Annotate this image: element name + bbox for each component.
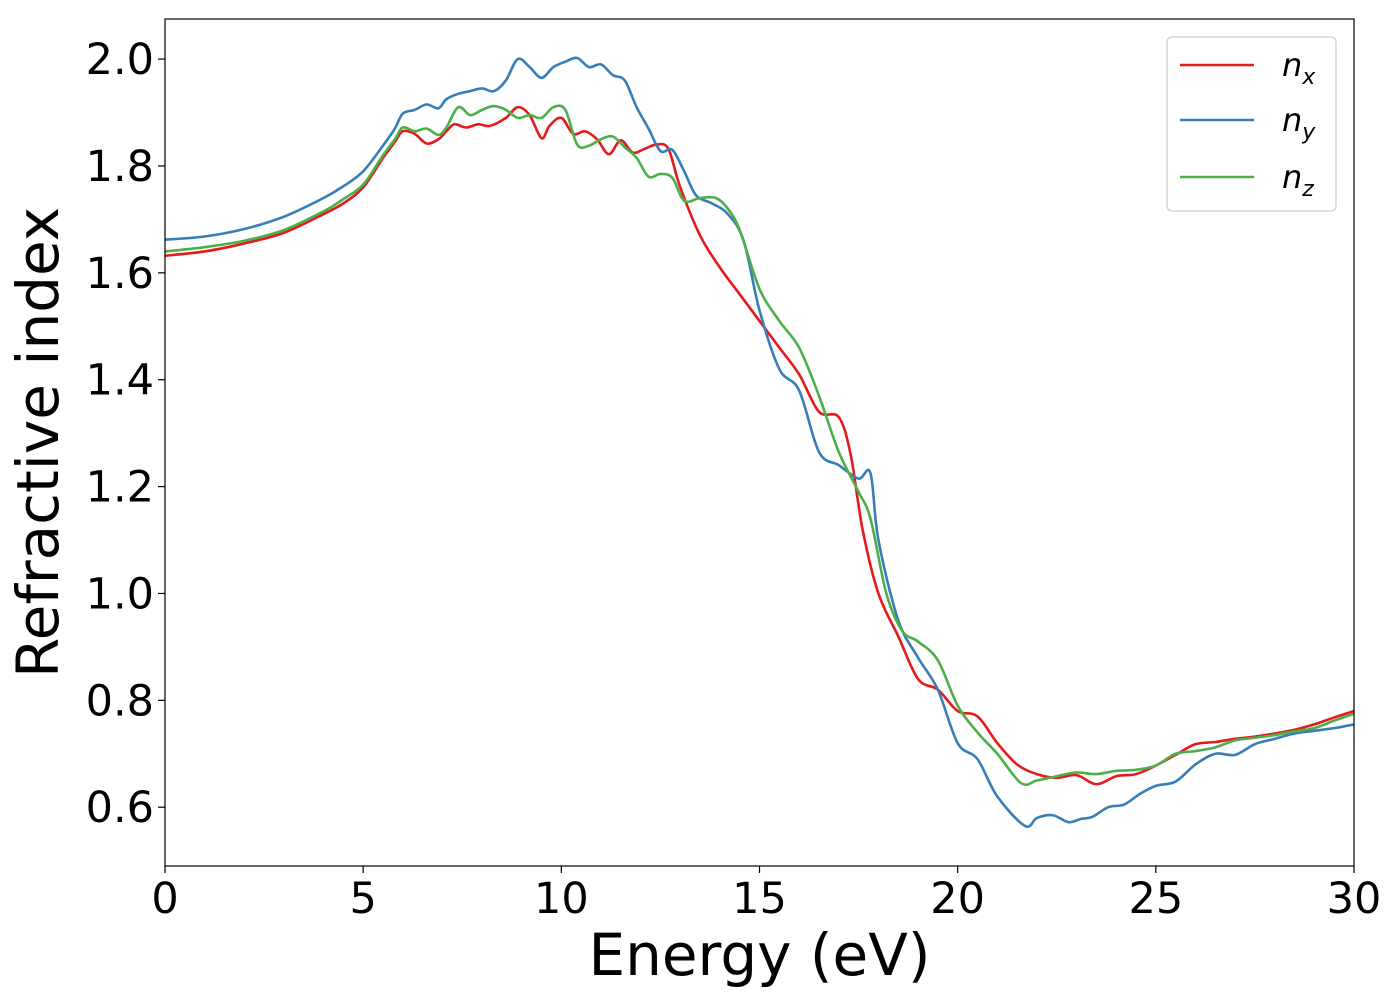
y-tick-label: 1.4: [86, 356, 154, 406]
x-tick-label: 15: [732, 874, 787, 924]
x-axis-title: Energy (eV): [588, 921, 930, 989]
y-tick-label: 1.8: [86, 142, 154, 192]
series-line-n-x: [165, 105, 1354, 786]
y-axis: 0.6 0.8 1.0 1.2 1.4 1.6 1.8 2.0: [86, 35, 165, 833]
y-tick-label: 0.8: [86, 676, 154, 726]
x-tick-label: 5: [349, 874, 376, 924]
legend-box: [1166, 36, 1337, 212]
y-tick-label: 2.0: [86, 35, 154, 85]
legend: nx ny nz: [1166, 36, 1337, 212]
y-tick-label: 1.6: [86, 249, 154, 299]
series-line-n-y: [165, 56, 1354, 828]
x-tick-label: 20: [930, 874, 985, 924]
series-line-n-z: [165, 104, 1354, 787]
x-axis: 0 5 10 15 20 25 30: [151, 866, 1381, 924]
y-tick-label: 0.6: [86, 783, 154, 833]
x-tick-label: 30: [1327, 874, 1382, 924]
y-tick-label: 1.0: [86, 569, 154, 619]
x-tick-label: 25: [1128, 874, 1183, 924]
x-tick-label: 0: [151, 874, 178, 924]
legend-label: nz: [1282, 158, 1314, 202]
y-axis-title: Refractive index: [4, 207, 72, 678]
x-tick-label: 10: [534, 874, 589, 924]
legend-label: nx: [1282, 46, 1316, 90]
y-tick-label: 1.2: [86, 463, 154, 513]
series-layer: [165, 56, 1354, 828]
legend-label: ny: [1282, 101, 1316, 145]
